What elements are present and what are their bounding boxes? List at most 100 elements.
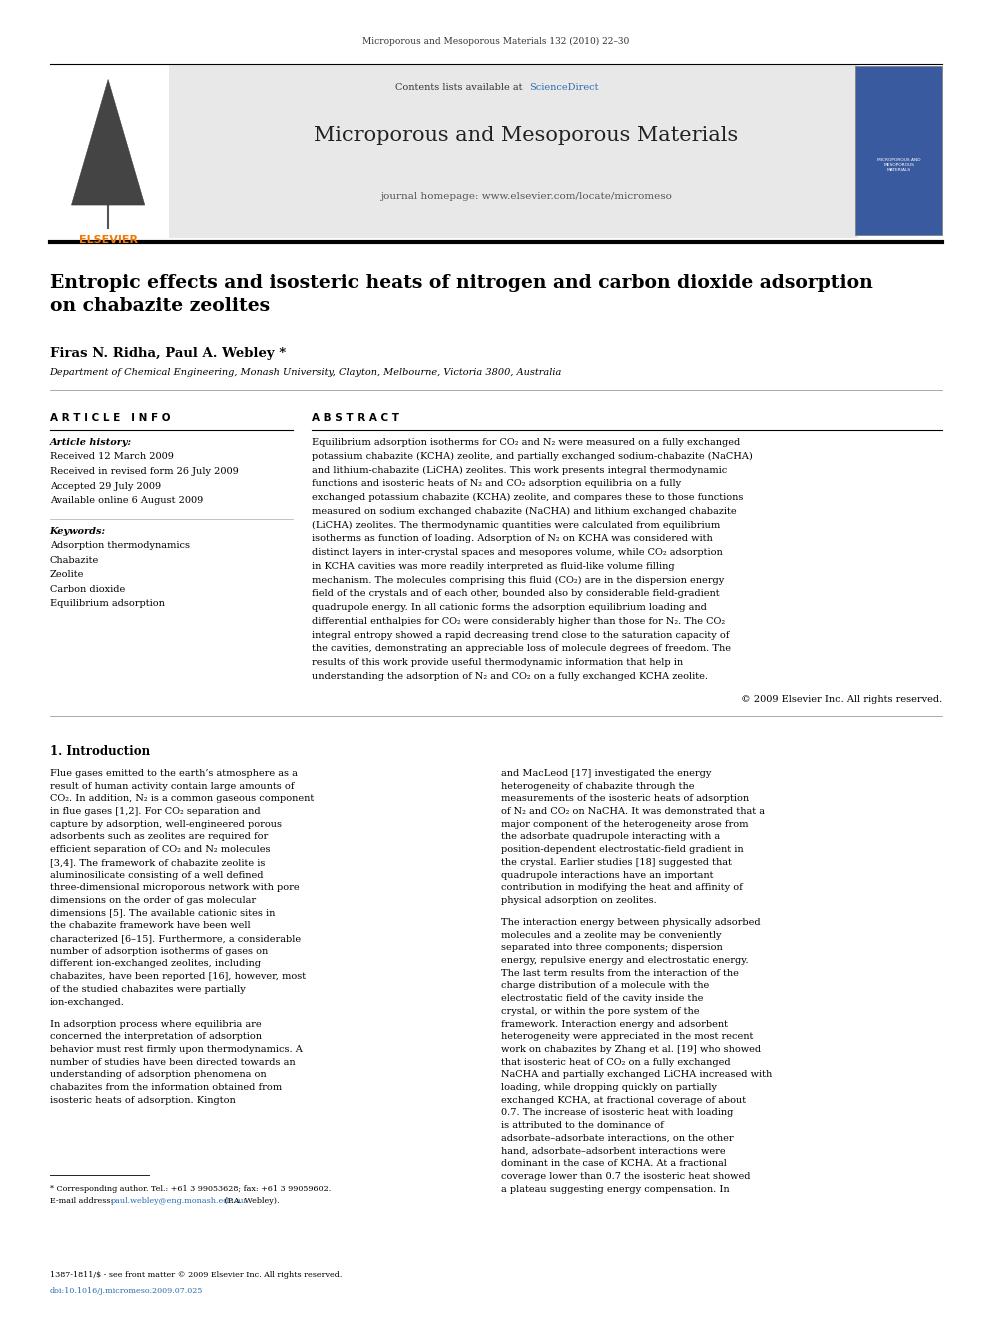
Text: different ion-exchanged zeolites, including: different ion-exchanged zeolites, includ…: [50, 959, 261, 968]
Text: * Corresponding author. Tel.: +61 3 99053628; fax: +61 3 99059602.: * Corresponding author. Tel.: +61 3 9905…: [50, 1185, 331, 1193]
Text: measurements of the isosteric heats of adsorption: measurements of the isosteric heats of a…: [501, 794, 749, 803]
Text: A R T I C L E   I N F O: A R T I C L E I N F O: [50, 413, 170, 423]
Text: The last term results from the interaction of the: The last term results from the interacti…: [501, 968, 739, 978]
Text: heterogeneity were appreciated in the most recent: heterogeneity were appreciated in the mo…: [501, 1032, 753, 1041]
Text: In adsorption process where equilibria are: In adsorption process where equilibria a…: [50, 1020, 261, 1028]
Text: heterogeneity of chabazite through the: heterogeneity of chabazite through the: [501, 782, 694, 791]
Bar: [855, 66, 942, 235]
Text: Equilibrium adsorption: Equilibrium adsorption: [50, 599, 165, 609]
Text: separated into three components; dispersion: separated into three components; dispers…: [501, 943, 723, 953]
Text: Entropic effects and isosteric heats of nitrogen and carbon dioxide adsorption
o: Entropic effects and isosteric heats of …: [50, 274, 872, 315]
Text: charge distribution of a molecule with the: charge distribution of a molecule with t…: [501, 982, 709, 991]
Text: electrostatic field of the cavity inside the: electrostatic field of the cavity inside…: [501, 994, 703, 1003]
Text: functions and isosteric heats of N₂ and CO₂ adsorption equilibria on a fully: functions and isosteric heats of N₂ and …: [312, 479, 682, 488]
Text: contribution in modifying the heat and affinity of: contribution in modifying the heat and a…: [501, 884, 743, 892]
Text: Firas N. Ridha, Paul A. Webley *: Firas N. Ridha, Paul A. Webley *: [50, 347, 286, 360]
Text: adsorbate–adsorbate interactions, on the other: adsorbate–adsorbate interactions, on the…: [501, 1134, 734, 1143]
Text: result of human activity contain large amounts of: result of human activity contain large a…: [50, 782, 294, 791]
Text: three-dimensional microporous network with pore: three-dimensional microporous network wi…: [50, 884, 300, 892]
Text: 1387-1811/$ - see front matter © 2009 Elsevier Inc. All rights reserved.: 1387-1811/$ - see front matter © 2009 El…: [50, 1271, 342, 1279]
Text: 0.7. The increase of isosteric heat with loading: 0.7. The increase of isosteric heat with…: [501, 1109, 733, 1118]
Text: chabazites, have been reported [16], however, most: chabazites, have been reported [16], how…: [50, 972, 306, 982]
Text: dominant in the case of KCHA. At a fractional: dominant in the case of KCHA. At a fract…: [501, 1159, 727, 1168]
Text: mechanism. The molecules comprising this fluid (CO₂) are in the dispersion energ: mechanism. The molecules comprising this…: [312, 576, 725, 585]
Text: Department of Chemical Engineering, Monash University, Clayton, Melbourne, Victo: Department of Chemical Engineering, Mona…: [50, 368, 562, 377]
Text: differential enthalpies for CO₂ were considerably higher than those for N₂. The : differential enthalpies for CO₂ were con…: [312, 617, 725, 626]
Text: Carbon dioxide: Carbon dioxide: [50, 585, 125, 594]
Text: CO₂. In addition, N₂ is a common gaseous component: CO₂. In addition, N₂ is a common gaseous…: [50, 794, 313, 803]
Text: the adsorbate quadrupole interacting with a: the adsorbate quadrupole interacting wit…: [501, 832, 720, 841]
Text: characterized [6–15]. Furthermore, a considerable: characterized [6–15]. Furthermore, a con…: [50, 934, 301, 943]
Text: the cavities, demonstrating an appreciable loss of molecule degrees of freedom. : the cavities, demonstrating an appreciab…: [312, 644, 731, 654]
Text: NaCHA and partially exchanged LiCHA increased with: NaCHA and partially exchanged LiCHA incr…: [501, 1070, 772, 1080]
Text: number of adsorption isotherms of gases on: number of adsorption isotherms of gases …: [50, 947, 268, 955]
Text: that isosteric heat of CO₂ on a fully exchanged: that isosteric heat of CO₂ on a fully ex…: [501, 1057, 730, 1066]
Text: behavior must rest firmly upon thermodynamics. A: behavior must rest firmly upon thermodyn…: [50, 1045, 303, 1054]
Text: framework. Interaction energy and adsorbent: framework. Interaction energy and adsorb…: [501, 1020, 728, 1028]
Text: molecules and a zeolite may be conveniently: molecules and a zeolite may be convenien…: [501, 930, 721, 939]
Text: chabazites from the information obtained from: chabazites from the information obtained…: [50, 1084, 282, 1091]
Text: measured on sodium exchanged chabazite (NaCHA) and lithium exchanged chabazite: measured on sodium exchanged chabazite (…: [312, 507, 737, 516]
Text: major component of the heterogeneity arose from: major component of the heterogeneity aro…: [501, 820, 748, 828]
Text: paul.webley@eng.monash.edu.au: paul.webley@eng.monash.edu.au: [111, 1197, 247, 1205]
Text: ScienceDirect: ScienceDirect: [529, 83, 598, 93]
Text: (P.A. Webley).: (P.A. Webley).: [222, 1197, 280, 1205]
Text: Contents lists available at: Contents lists available at: [395, 83, 526, 93]
Text: dimensions [5]. The available cationic sites in: dimensions [5]. The available cationic s…: [50, 909, 275, 918]
Text: capture by adsorption, well-engineered porous: capture by adsorption, well-engineered p…: [50, 820, 282, 828]
Text: work on chabazites by Zhang et al. [19] who showed: work on chabazites by Zhang et al. [19] …: [501, 1045, 761, 1054]
Text: field of the crystals and of each other, bounded also by considerable field-grad: field of the crystals and of each other,…: [312, 589, 720, 598]
Text: MICROPOROUS AND
MESOPOROUS
MATERIALS: MICROPOROUS AND MESOPOROUS MATERIALS: [877, 159, 921, 172]
Text: crystal, or within the pore system of the: crystal, or within the pore system of th…: [501, 1007, 699, 1016]
Text: loading, while dropping quickly on partially: loading, while dropping quickly on parti…: [501, 1084, 717, 1091]
Text: and MacLeod [17] investigated the energy: and MacLeod [17] investigated the energy: [501, 769, 711, 778]
Text: is attributed to the dominance of: is attributed to the dominance of: [501, 1121, 664, 1130]
Text: Accepted 29 July 2009: Accepted 29 July 2009: [50, 482, 161, 491]
Polygon shape: [71, 79, 145, 205]
Text: of the studied chabazites were partially: of the studied chabazites were partially: [50, 984, 245, 994]
Text: understanding the adsorption of N₂ and CO₂ on a fully exchanged KCHA zeolite.: understanding the adsorption of N₂ and C…: [312, 672, 708, 681]
Text: results of this work provide useful thermodynamic information that help in: results of this work provide useful ther…: [312, 658, 683, 667]
Text: (LiCHA) zeolites. The thermodynamic quantities were calculated from equilibrium: (LiCHA) zeolites. The thermodynamic quan…: [312, 520, 721, 529]
Text: journal homepage: www.elsevier.com/locate/micromeso: journal homepage: www.elsevier.com/locat…: [380, 192, 672, 201]
Text: Microporous and Mesoporous Materials 132 (2010) 22–30: Microporous and Mesoporous Materials 132…: [362, 37, 630, 46]
Text: and lithium-chabazite (LiCHA) zeolites. This work presents integral thermodynami: and lithium-chabazite (LiCHA) zeolites. …: [312, 466, 728, 475]
Text: exchanged KCHA, at fractional coverage of about: exchanged KCHA, at fractional coverage o…: [501, 1095, 746, 1105]
Text: Equilibrium adsorption isotherms for CO₂ and N₂ were measured on a fully exchang: Equilibrium adsorption isotherms for CO₂…: [312, 438, 741, 447]
Text: integral entropy showed a rapid decreasing trend close to the saturation capacit: integral entropy showed a rapid decreasi…: [312, 631, 730, 639]
Text: [3,4]. The framework of chabazite zeolite is: [3,4]. The framework of chabazite zeolit…: [50, 857, 265, 867]
Text: Keywords:: Keywords:: [50, 527, 106, 536]
Text: the chabazite framework have been well: the chabazite framework have been well: [50, 921, 250, 930]
Text: the crystal. Earlier studies [18] suggested that: the crystal. Earlier studies [18] sugges…: [501, 857, 732, 867]
Text: isosteric heats of adsorption. Kington: isosteric heats of adsorption. Kington: [50, 1095, 235, 1105]
Text: Article history:: Article history:: [50, 438, 132, 447]
Text: efficient separation of CO₂ and N₂ molecules: efficient separation of CO₂ and N₂ molec…: [50, 845, 270, 855]
Bar: [52, 73, 166, 232]
Text: position-dependent electrostatic-field gradient in: position-dependent electrostatic-field g…: [501, 845, 744, 855]
Text: of N₂ and CO₂ on NaCHA. It was demonstrated that a: of N₂ and CO₂ on NaCHA. It was demonstra…: [501, 807, 765, 816]
Text: quadrupole energy. In all cationic forms the adsorption equilibrium loading and: quadrupole energy. In all cationic forms…: [312, 603, 707, 613]
Text: 1. Introduction: 1. Introduction: [50, 745, 150, 758]
Text: E-mail address:: E-mail address:: [50, 1197, 115, 1205]
Bar: [169, 64, 858, 238]
Text: adsorbents such as zeolites are required for: adsorbents such as zeolites are required…: [50, 832, 268, 841]
Text: Received 12 March 2009: Received 12 March 2009: [50, 452, 174, 462]
Text: dimensions on the order of gas molecular: dimensions on the order of gas molecular: [50, 896, 256, 905]
Text: A B S T R A C T: A B S T R A C T: [312, 413, 400, 423]
Text: ion-exchanged.: ion-exchanged.: [50, 998, 124, 1007]
Text: The interaction energy between physically adsorbed: The interaction energy between physicall…: [501, 918, 761, 927]
Text: ELSEVIER: ELSEVIER: [78, 235, 138, 246]
Text: Available online 6 August 2009: Available online 6 August 2009: [50, 496, 202, 505]
Text: number of studies have been directed towards an: number of studies have been directed tow…: [50, 1057, 296, 1066]
Text: potassium chabazite (KCHA) zeolite, and partially exchanged sodium-chabazite (Na: potassium chabazite (KCHA) zeolite, and …: [312, 451, 753, 460]
Text: energy, repulsive energy and electrostatic energy.: energy, repulsive energy and electrostat…: [501, 957, 749, 964]
Text: Microporous and Mesoporous Materials: Microporous and Mesoporous Materials: [313, 126, 738, 144]
Text: aluminosilicate consisting of a well defined: aluminosilicate consisting of a well def…: [50, 871, 263, 880]
Text: doi:10.1016/j.micromeso.2009.07.025: doi:10.1016/j.micromeso.2009.07.025: [50, 1287, 203, 1295]
Text: hand, adsorbate–adsorbent interactions were: hand, adsorbate–adsorbent interactions w…: [501, 1147, 725, 1155]
Text: distinct layers in inter-crystal spaces and mesopores volume, while CO₂ adsorpti: distinct layers in inter-crystal spaces …: [312, 548, 723, 557]
Text: in flue gases [1,2]. For CO₂ separation and: in flue gases [1,2]. For CO₂ separation …: [50, 807, 260, 816]
Text: quadrupole interactions have an important: quadrupole interactions have an importan…: [501, 871, 713, 880]
Text: © 2009 Elsevier Inc. All rights reserved.: © 2009 Elsevier Inc. All rights reserved…: [741, 695, 942, 704]
Text: Flue gases emitted to the earth’s atmosphere as a: Flue gases emitted to the earth’s atmosp…: [50, 769, 298, 778]
